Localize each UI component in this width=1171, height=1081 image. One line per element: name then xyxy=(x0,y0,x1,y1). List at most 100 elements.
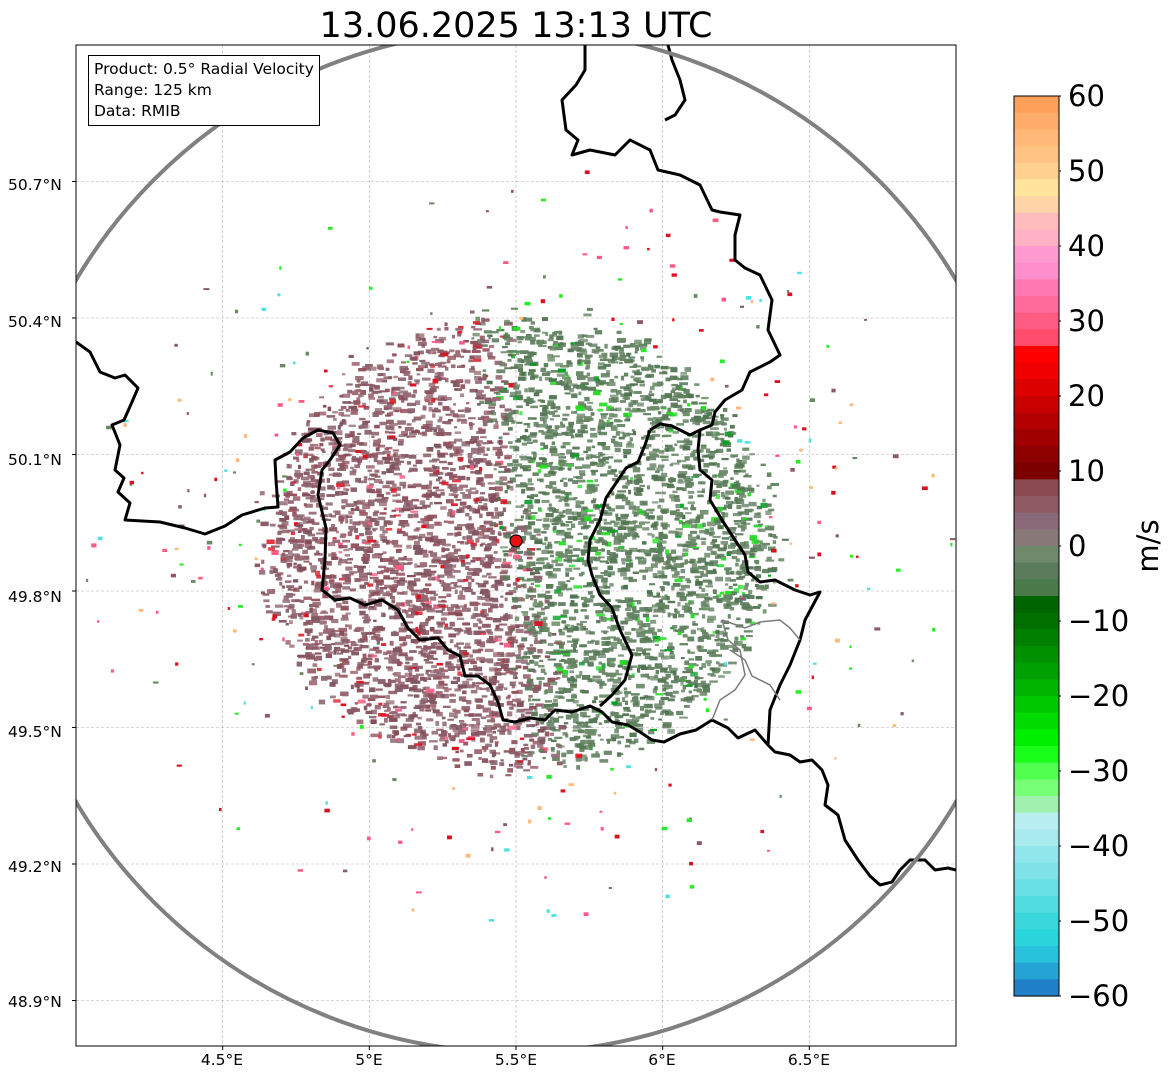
echo-pixel xyxy=(565,554,572,559)
echo-pixel xyxy=(389,411,394,416)
echo-pixel xyxy=(453,570,461,573)
echo-pixel xyxy=(456,659,462,663)
echo-pixel xyxy=(665,673,671,678)
echo-pixel xyxy=(422,587,430,591)
echo-pixel xyxy=(491,338,500,343)
echo-pixel xyxy=(378,702,383,706)
echo-pixel xyxy=(428,447,434,451)
echo-pixel xyxy=(354,702,359,705)
echo-pixel xyxy=(415,548,424,551)
echo-pixel xyxy=(521,488,526,494)
echo-pixel xyxy=(630,526,637,531)
echo-pixel xyxy=(619,361,623,364)
echo-pixel xyxy=(682,487,687,492)
echo-pixel xyxy=(358,368,367,372)
echo-pixel xyxy=(556,335,564,341)
echo-pixel xyxy=(369,631,376,635)
echo-pixel xyxy=(324,518,332,521)
echo-pixel xyxy=(618,436,625,440)
echo-pixel xyxy=(370,733,379,738)
echo-pixel xyxy=(405,656,414,661)
echo-pixel xyxy=(679,643,689,646)
echo-pixel xyxy=(580,517,585,522)
echo-pixel xyxy=(306,631,311,636)
echo-pixel xyxy=(652,448,660,452)
echo-pixel xyxy=(445,413,452,416)
echo-pixel xyxy=(547,642,554,646)
echo-pixel xyxy=(289,506,297,510)
echo-pixel xyxy=(638,626,643,629)
echo-pixel xyxy=(288,588,297,591)
echo-pixel xyxy=(650,728,658,731)
echo-pixel xyxy=(603,503,610,507)
echo-pixel xyxy=(473,498,480,502)
echo-pixel xyxy=(601,590,610,595)
echo-pixel xyxy=(269,569,274,574)
echo-pixel xyxy=(660,394,667,400)
echo-pixel xyxy=(602,456,609,461)
echo-pixel xyxy=(433,642,438,646)
echo-pixel xyxy=(511,355,515,359)
echo-pixel xyxy=(579,644,587,648)
echo-pixel xyxy=(490,541,498,546)
echo-pixel xyxy=(342,668,346,673)
echo-pixel xyxy=(642,557,647,563)
echo-pixel xyxy=(421,572,427,578)
echo-pixel xyxy=(495,662,500,665)
echo-pixel xyxy=(570,688,574,691)
echo-pixel xyxy=(558,330,563,336)
echo-pixel xyxy=(578,403,587,409)
echo-pixel xyxy=(748,589,753,595)
echo-pixel xyxy=(494,586,499,591)
echo-pixel xyxy=(723,427,727,431)
echo-pixel xyxy=(675,504,680,509)
echo-pixel xyxy=(733,588,739,594)
echo-pixel xyxy=(641,436,645,440)
echo-pixel xyxy=(470,340,479,345)
echo-pixel xyxy=(674,518,680,521)
echo-pixel xyxy=(456,632,460,636)
echo-pixel xyxy=(359,512,368,516)
echo-pixel xyxy=(519,350,529,355)
echo-pixel xyxy=(561,752,567,758)
echo-pixel xyxy=(375,447,380,452)
echo-pixel xyxy=(521,659,528,664)
echo-pixel xyxy=(537,469,542,474)
echo-pixel xyxy=(516,689,523,694)
echo-pixel xyxy=(398,438,405,443)
echo-pixel xyxy=(500,664,509,669)
echo-pixel xyxy=(681,544,688,547)
echo-pixel xyxy=(696,514,704,519)
echo-pixel xyxy=(348,655,352,659)
echo-pixel xyxy=(561,538,566,543)
echo-pixel xyxy=(326,478,330,483)
echo-pixel xyxy=(429,473,439,477)
echo-pixel xyxy=(646,430,656,433)
echo-pixel xyxy=(624,636,630,640)
echo-pixel xyxy=(733,513,742,517)
echo-pixel xyxy=(658,531,664,537)
echo-pixel xyxy=(435,721,440,726)
echo-pixel xyxy=(585,456,590,460)
echo-pixel xyxy=(531,687,541,691)
echo-pixel xyxy=(398,454,406,459)
echo-pixel xyxy=(284,515,290,520)
echo-pixel xyxy=(357,565,366,569)
echo-pixel xyxy=(486,380,493,385)
echo-pixel xyxy=(287,587,292,591)
echo-pixel xyxy=(265,604,270,608)
echo-pixel xyxy=(410,714,418,718)
echo-pixel xyxy=(358,520,365,525)
echo-pixel xyxy=(475,392,483,396)
echo-pixel xyxy=(412,711,416,717)
echo-pixel xyxy=(685,578,691,582)
echo-pixel xyxy=(544,435,554,440)
echo-pixel xyxy=(459,393,465,398)
echo-pixel xyxy=(747,492,751,497)
echo-pixel xyxy=(450,515,455,518)
echo-pixel xyxy=(367,598,376,602)
echo-pixel xyxy=(483,417,491,422)
echo-pixel xyxy=(407,513,414,519)
echo-pixel xyxy=(652,417,660,420)
